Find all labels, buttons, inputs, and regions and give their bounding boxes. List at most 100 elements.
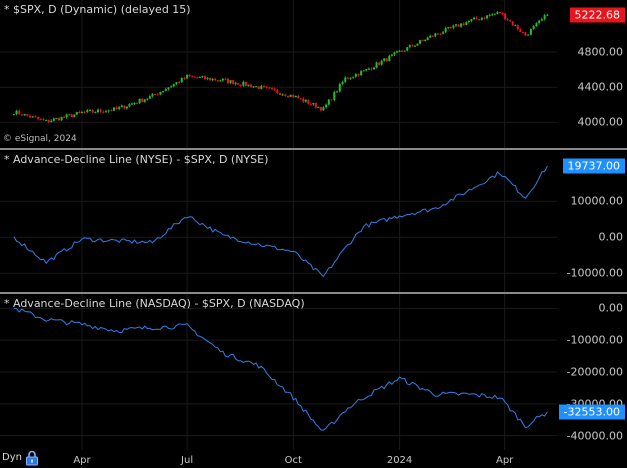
candle-body bbox=[344, 77, 347, 82]
candle-body bbox=[488, 15, 491, 17]
candle-body bbox=[307, 99, 310, 104]
candle-body bbox=[136, 102, 139, 104]
candle-body bbox=[403, 50, 406, 52]
candle-body bbox=[260, 85, 263, 89]
candle-body bbox=[360, 71, 363, 76]
candle-body bbox=[186, 74, 189, 79]
candle-body bbox=[104, 111, 107, 113]
candle-body bbox=[346, 77, 349, 79]
series-line bbox=[13, 307, 548, 431]
candle-body bbox=[519, 29, 522, 32]
nasdaq-ad-pane[interactable]: 0.00-10000.00-20000.00-30000.00-40000.00… bbox=[0, 294, 627, 450]
candle-body bbox=[375, 62, 378, 68]
candle-body bbox=[281, 94, 284, 96]
candle-body bbox=[143, 99, 146, 102]
candle-body bbox=[499, 11, 502, 14]
candle-body bbox=[460, 23, 463, 27]
candle-body bbox=[521, 31, 524, 33]
candle-body bbox=[125, 106, 128, 109]
candle-body bbox=[34, 116, 37, 118]
candle-body bbox=[390, 54, 393, 56]
candle-body bbox=[312, 102, 315, 105]
candle-body bbox=[319, 107, 322, 111]
spx-candle-plot bbox=[0, 0, 557, 148]
candle-body bbox=[138, 98, 141, 104]
candle-body bbox=[29, 115, 32, 118]
candle-body bbox=[302, 98, 305, 102]
candle-body bbox=[146, 98, 149, 100]
candle-body bbox=[486, 15, 489, 19]
candle-body bbox=[178, 82, 181, 84]
x-tick-label: Jul bbox=[181, 455, 194, 466]
pane-divider-2[interactable] bbox=[0, 292, 627, 294]
candle-body bbox=[68, 114, 71, 116]
candle-body bbox=[540, 19, 543, 21]
candle-body bbox=[506, 19, 509, 21]
candle-body bbox=[50, 120, 53, 123]
candle-body bbox=[154, 94, 157, 96]
candle-body bbox=[99, 109, 102, 112]
candle-body bbox=[325, 104, 328, 108]
candle-body bbox=[431, 35, 434, 37]
candle-body bbox=[141, 98, 144, 102]
candle-body bbox=[462, 23, 465, 25]
y-tick-label: 4000.00 bbox=[577, 115, 624, 129]
spx-pane-title: * $SPX, D (Dynamic) (delayed 15) bbox=[4, 3, 191, 16]
nyse-ad-pane[interactable]: 10000.00 0.00 -10000.00 19737.00 * Advance-… bbox=[0, 150, 627, 292]
candle-body bbox=[406, 47, 409, 51]
candle-body bbox=[501, 13, 504, 15]
candle-body bbox=[216, 80, 219, 82]
candle-body bbox=[475, 17, 478, 20]
nasdaq-ad-axis[interactable]: 0.00-10000.00-20000.00-30000.00-40000.00… bbox=[557, 294, 627, 450]
lock-icon[interactable] bbox=[25, 450, 39, 466]
spx-price-axis[interactable]: 4000.00 4400.00 4800.00 5222.68 bbox=[557, 0, 627, 148]
candle-body bbox=[128, 104, 131, 107]
candle-body bbox=[78, 112, 81, 114]
candle-body bbox=[172, 83, 175, 87]
nyse-ad-axis[interactable]: 10000.00 0.00 -10000.00 19737.00 bbox=[557, 150, 627, 292]
nasdaq-ad-line-plot bbox=[0, 294, 557, 450]
candle-body bbox=[299, 98, 302, 100]
candle-body bbox=[465, 22, 468, 25]
candle-body bbox=[70, 114, 73, 117]
y-tick-label: 4400.00 bbox=[577, 80, 624, 94]
nyse-ad-pane-title: * Advance-Decline Line (NYSE) - $SPX, D … bbox=[4, 153, 269, 166]
candle-body bbox=[413, 45, 416, 47]
candle-body bbox=[96, 109, 99, 113]
candle-body bbox=[524, 32, 527, 36]
candle-body bbox=[447, 27, 450, 29]
candle-body bbox=[309, 103, 312, 105]
candle-body bbox=[120, 105, 123, 108]
candle-body bbox=[175, 82, 178, 84]
candle-body bbox=[362, 70, 365, 72]
pane-divider-1[interactable] bbox=[0, 148, 627, 150]
candle-body bbox=[255, 86, 258, 88]
candle-body bbox=[60, 116, 63, 121]
dynamic-mode-label[interactable]: Dyn bbox=[2, 452, 22, 463]
candle-body bbox=[37, 117, 40, 119]
candle-body bbox=[52, 118, 55, 121]
y-tick-label: -40000.00 bbox=[566, 429, 623, 443]
x-tick-label: 2024 bbox=[386, 455, 413, 466]
candle-body bbox=[467, 20, 470, 23]
candle-body bbox=[292, 94, 295, 98]
candle-body bbox=[244, 81, 247, 86]
candle-body bbox=[436, 33, 439, 35]
candle-body bbox=[322, 107, 325, 111]
candle-body bbox=[226, 78, 229, 83]
candle-body bbox=[94, 112, 97, 114]
candle-body bbox=[538, 20, 541, 24]
time-axis[interactable]: Apr Jul Oct 2024 Apr bbox=[0, 450, 627, 468]
candle-body bbox=[393, 52, 396, 55]
candle-body bbox=[26, 114, 29, 116]
candle-body bbox=[110, 110, 113, 112]
candle-body bbox=[268, 87, 271, 89]
candle-body bbox=[83, 112, 86, 114]
candle-body bbox=[196, 77, 199, 79]
spx-price-pane[interactable]: 4000.00 4400.00 4800.00 5222.68 * $SPX, D (… bbox=[0, 0, 627, 148]
candle-body bbox=[164, 89, 167, 92]
candle-body bbox=[118, 107, 121, 109]
candle-body bbox=[416, 43, 419, 46]
x-tick-label: Oct bbox=[284, 455, 302, 466]
candle-body bbox=[63, 116, 66, 118]
